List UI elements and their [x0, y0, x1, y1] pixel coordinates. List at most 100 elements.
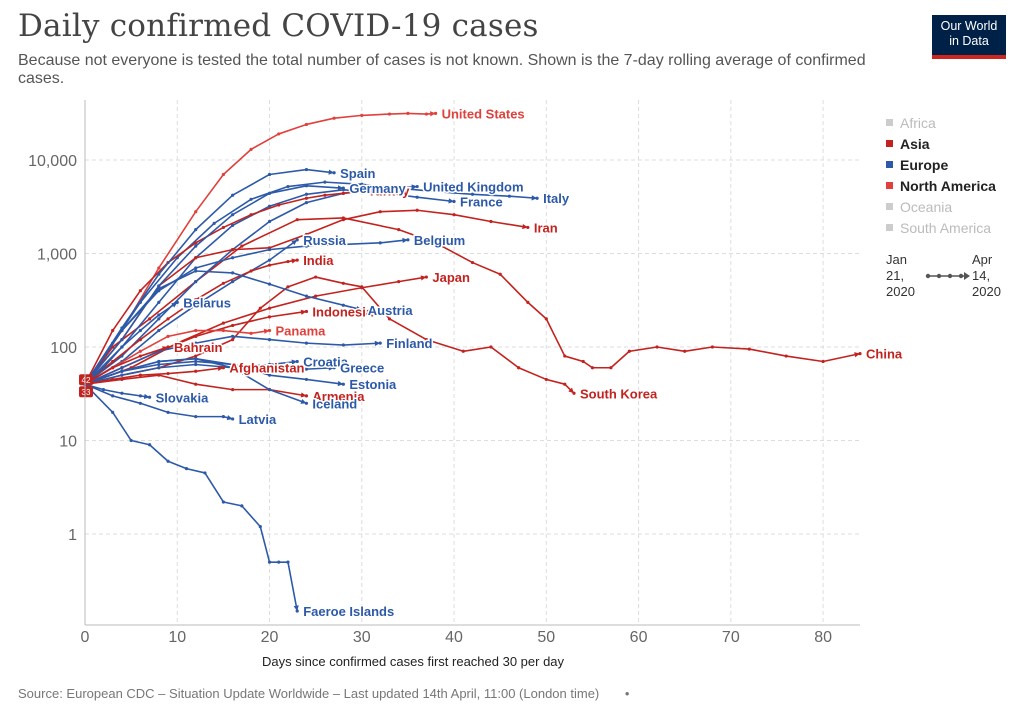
series-arrow: [300, 392, 307, 398]
data-point: [157, 317, 161, 321]
data-point: [240, 244, 244, 248]
series-arrow: [448, 198, 455, 204]
y-tick-label: 1: [68, 527, 77, 544]
y-tick-label: 100: [50, 340, 77, 357]
region-legend: Africa Asia Europe North America Oceania…: [886, 112, 996, 238]
data-point: [166, 317, 170, 321]
data-point: [286, 285, 290, 289]
data-point: [332, 171, 336, 175]
series-arrow: [300, 309, 307, 315]
series-china: [83, 216, 862, 386]
data-point: [194, 298, 198, 302]
data-point: [258, 524, 262, 529]
data-point: [397, 228, 401, 232]
data-point: [461, 349, 465, 353]
series-label: India: [303, 253, 334, 268]
data-point: [747, 347, 751, 351]
data-point: [157, 284, 161, 288]
data-point: [424, 337, 428, 342]
data-point: [563, 382, 567, 386]
x-tick-label: 40: [445, 629, 463, 646]
data-point: [517, 366, 521, 370]
data-point: [304, 167, 309, 172]
legend-item-europe[interactable]: Europe: [886, 154, 996, 175]
series-arrow: [402, 237, 408, 244]
data-point: [267, 388, 272, 392]
data-point: [489, 345, 493, 349]
y-tick-label: 10,000: [28, 153, 77, 170]
legend-item-asia[interactable]: Asia: [886, 133, 996, 154]
data-point: [157, 266, 161, 270]
legend-item-oceania[interactable]: Oceania: [886, 196, 996, 217]
data-point: [304, 196, 309, 200]
data-point: [378, 241, 382, 245]
data-point: [157, 287, 161, 291]
data-point: [433, 189, 438, 194]
series-austria: [83, 269, 364, 386]
data-point: [341, 218, 345, 222]
data-point: [489, 219, 493, 224]
data-point: [194, 369, 198, 373]
data-point: [194, 415, 198, 419]
data-point: [267, 282, 272, 286]
legend-label: Europe: [900, 156, 949, 173]
data-point: [286, 560, 290, 564]
data-point: [231, 193, 235, 197]
data-point: [277, 560, 281, 564]
legend-item-africa[interactable]: Africa: [886, 112, 996, 133]
data-point: [341, 191, 345, 195]
series-label: Austria: [368, 303, 414, 318]
data-point: [166, 371, 170, 376]
data-point: [360, 113, 364, 117]
data-point: [138, 328, 142, 333]
data-point: [120, 369, 124, 373]
data-point: [231, 271, 235, 275]
x-tick-label: 80: [814, 629, 832, 646]
series-label: Estonia: [349, 377, 397, 392]
data-point: [231, 256, 235, 260]
data-point: [378, 188, 382, 192]
series-label: Russia: [303, 233, 346, 248]
series-label: Indonesia: [312, 304, 373, 319]
series-line: [84, 366, 224, 385]
data-point: [304, 122, 309, 127]
legend-item-north-america[interactable]: North America: [886, 175, 996, 196]
data-point: [194, 244, 198, 248]
data-point: [267, 373, 272, 377]
legend-swatch: [886, 224, 893, 231]
series-finland: [83, 334, 382, 386]
data-point: [341, 303, 345, 307]
data-point: [314, 275, 318, 279]
series-arrow: [356, 188, 362, 195]
data-point: [277, 132, 281, 136]
data-point: [378, 190, 382, 195]
data-point: [138, 337, 142, 342]
series-south-korea: [83, 275, 576, 395]
owid-logo[interactable]: Our World in Data: [932, 15, 1006, 59]
source-dot[interactable]: •: [624, 686, 630, 701]
timeline-track-icon[interactable]: [922, 268, 972, 288]
data-point: [194, 334, 198, 338]
series-arrow: [226, 415, 233, 421]
series-label: United States: [442, 106, 525, 121]
series-label: Croatia: [303, 354, 349, 369]
series-arrow: [291, 239, 298, 246]
data-point: [267, 366, 272, 370]
timeline-start-day: 21,: [886, 268, 905, 283]
chart-subtitle: Because not everyone is tested the total…: [18, 52, 866, 87]
legend-item-south-america[interactable]: South America: [886, 217, 996, 238]
series-label: Finland: [386, 336, 432, 351]
data-point: [304, 377, 309, 382]
data-point: [415, 208, 419, 212]
data-point: [111, 328, 115, 333]
data-point: [221, 281, 225, 285]
series-label: Belgium: [414, 233, 465, 248]
source-text: Source: European CDC – Situation Update …: [18, 686, 600, 701]
data-point: [683, 349, 687, 353]
data-point: [221, 321, 225, 325]
x-tick-label: 10: [168, 629, 186, 646]
data-point: [267, 219, 272, 224]
series-arrow: [374, 340, 381, 347]
data-point: [111, 366, 115, 370]
series-arrow: [337, 380, 344, 387]
